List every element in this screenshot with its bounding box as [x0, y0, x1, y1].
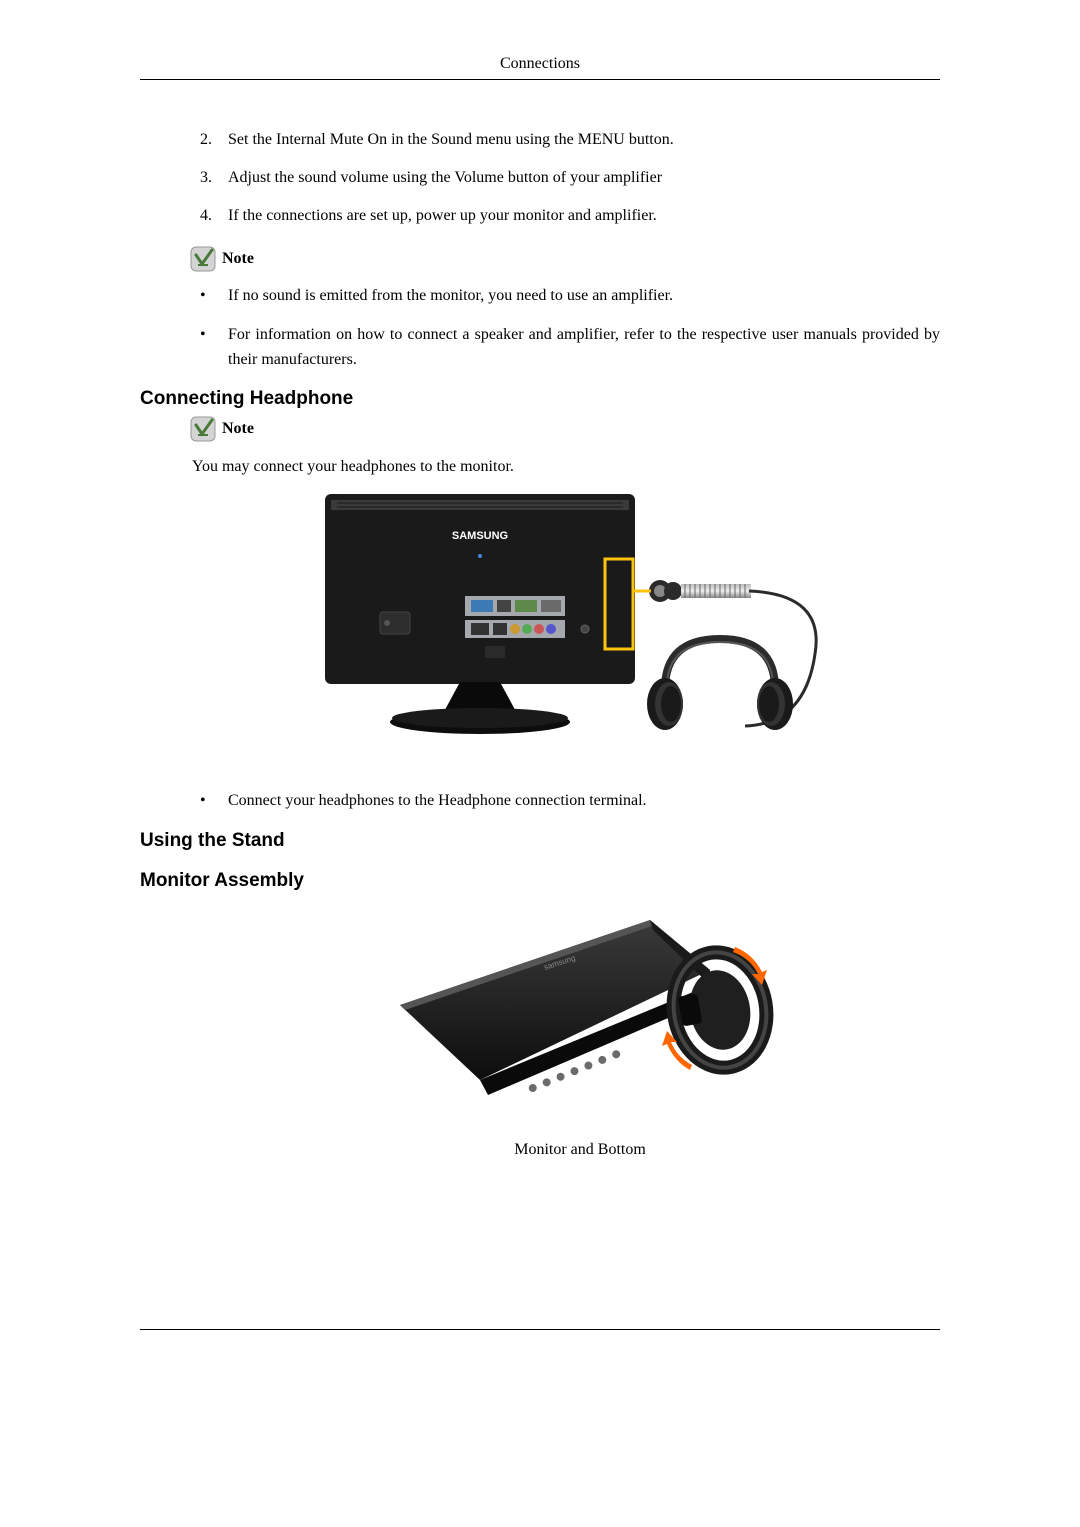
bullet-marker: •	[200, 323, 228, 373]
section-heading-headphone: Connecting Headphone	[140, 388, 940, 410]
footer-divider	[140, 1329, 940, 1330]
headphone-plug-icon	[649, 580, 751, 602]
step-text: Set the Internal Mute On in the Sound me…	[228, 128, 674, 152]
bullet-marker: •	[200, 789, 228, 814]
step-item: 4. If the connections are set up, power …	[200, 204, 940, 228]
note-block: Note	[190, 416, 940, 442]
note-block: Note	[190, 246, 940, 272]
step-item: 3. Adjust the sound volume using the Vol…	[200, 166, 940, 190]
bullet-marker: •	[200, 284, 228, 309]
section-heading-assembly: Monitor Assembly	[140, 870, 940, 892]
bullet-text: If no sound is emitted from the monitor,…	[228, 284, 673, 309]
header-divider	[140, 79, 940, 80]
headphones-icon	[647, 639, 793, 730]
headphone-illustration-container: SAMSUNG	[220, 494, 940, 759]
note-icon	[190, 416, 216, 442]
bullet-item: • If no sound is emitted from the monito…	[200, 284, 940, 309]
bullet-text: Connect your headphones to the Headphone…	[228, 789, 647, 814]
bullet-item: • For information on how to connect a sp…	[200, 323, 940, 373]
headphone-connection-illustration: SAMSUNG	[325, 494, 835, 754]
assembly-illustration-container: samsung Moni	[220, 910, 940, 1159]
bullet-text: For information on how to connect a spea…	[228, 323, 940, 373]
numbered-steps-list: 2. Set the Internal Mute On in the Sound…	[200, 128, 940, 228]
samsung-logo: SAMSUNG	[452, 530, 508, 542]
monitor-assembly-illustration: samsung	[370, 910, 790, 1110]
step-number: 4.	[200, 204, 228, 228]
note-body-text: You may connect your headphones to the m…	[192, 458, 940, 476]
note-label: Note	[222, 420, 254, 438]
step-text: If the connections are set up, power up …	[228, 204, 657, 228]
page-container: Connections 2. Set the Internal Mute On …	[0, 0, 1080, 1390]
note-icon	[190, 246, 216, 272]
note-bullet-list: • If no sound is emitted from the monito…	[200, 284, 940, 372]
note-label: Note	[222, 250, 254, 268]
page-header-title: Connections	[140, 55, 940, 73]
step-item: 2. Set the Internal Mute On in the Sound…	[200, 128, 940, 152]
section-heading-stand: Using the Stand	[140, 830, 940, 852]
bullet-item: • Connect your headphones to the Headpho…	[200, 789, 940, 814]
assembly-caption: Monitor and Bottom	[220, 1141, 940, 1159]
headphone-bullet-list: • Connect your headphones to the Headpho…	[200, 789, 940, 814]
step-text: Adjust the sound volume using the Volume…	[228, 166, 662, 190]
step-number: 2.	[200, 128, 228, 152]
step-number: 3.	[200, 166, 228, 190]
